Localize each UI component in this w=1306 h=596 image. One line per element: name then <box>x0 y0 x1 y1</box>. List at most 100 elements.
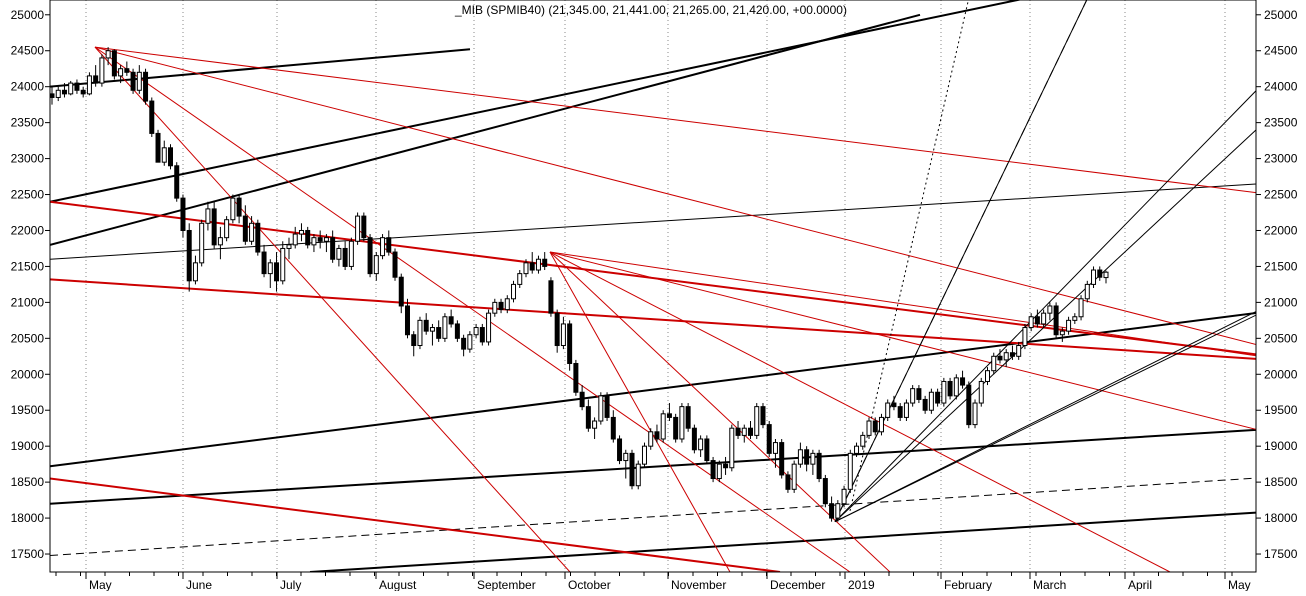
candle <box>704 435 710 465</box>
candle <box>517 270 523 288</box>
candle-body <box>298 229 304 235</box>
y-tick-label-left: 17500 <box>11 547 45 561</box>
candle-body <box>922 398 928 411</box>
candle-body <box>754 406 760 436</box>
candle <box>1066 316 1072 335</box>
candle-body <box>167 147 173 167</box>
candle <box>93 65 99 87</box>
candle-body <box>997 355 1003 361</box>
candle <box>454 320 460 342</box>
red-trendline <box>94 46 851 572</box>
candle <box>211 201 217 249</box>
y-tick-label-left: 20500 <box>11 331 45 345</box>
candle-body <box>535 258 541 271</box>
candle-body <box>404 305 410 336</box>
candle-body <box>785 474 791 490</box>
candle <box>404 298 410 339</box>
candle-body <box>111 50 117 77</box>
candle <box>1028 313 1034 332</box>
candle-body <box>205 208 211 224</box>
candle <box>55 86 61 102</box>
y-tick-label-right: 22000 <box>1264 223 1298 237</box>
candle <box>199 219 205 267</box>
y-tick-label-left: 22500 <box>11 188 45 202</box>
candle-body <box>685 406 691 429</box>
candle <box>1003 349 1009 368</box>
red-trendline <box>549 251 1171 572</box>
candle <box>766 421 772 457</box>
candle <box>548 277 554 317</box>
candle <box>872 417 878 436</box>
candle-body <box>766 424 772 454</box>
candle-body <box>716 463 722 480</box>
candle <box>567 320 573 371</box>
candle <box>729 424 735 472</box>
candle <box>186 223 192 292</box>
candle <box>741 424 747 443</box>
candle-body <box>648 431 654 447</box>
candle-body <box>180 197 186 231</box>
red-trendline <box>50 477 781 572</box>
candle <box>261 244 267 278</box>
candle-body <box>486 312 492 343</box>
candle <box>910 385 916 407</box>
candle-body <box>972 402 978 426</box>
candle <box>298 223 304 242</box>
candle-body <box>192 262 198 282</box>
candle <box>498 298 504 314</box>
candle <box>585 399 591 432</box>
x-tick-label: October <box>568 578 611 591</box>
candle-body <box>903 402 909 418</box>
candle-body <box>723 463 729 469</box>
candle-body <box>978 380 984 404</box>
candle <box>448 309 454 328</box>
candle-body <box>74 82 80 91</box>
candle-body <box>386 237 392 253</box>
candle-body <box>217 237 223 246</box>
candle <box>74 79 80 94</box>
candle-body <box>1034 316 1040 325</box>
y-tick-label-right: 22500 <box>1264 188 1298 202</box>
candle-body <box>479 327 485 343</box>
candle-body <box>960 377 966 386</box>
candle <box>429 323 435 346</box>
y-tick-label-right: 18000 <box>1264 511 1298 525</box>
black-trendline <box>834 314 1256 523</box>
black-trendline <box>50 183 1256 260</box>
candle <box>1072 313 1078 324</box>
candle <box>735 421 741 439</box>
candle-body <box>872 420 878 433</box>
candle-body <box>1047 305 1053 314</box>
black-trendline <box>834 129 1256 523</box>
y-tick-label-left: 18500 <box>11 475 45 489</box>
candle <box>511 280 517 303</box>
candle-body <box>292 233 298 246</box>
candle <box>149 97 155 138</box>
candle <box>978 377 984 407</box>
y-tick-label-left: 24000 <box>11 80 45 94</box>
black-trendline <box>50 477 1256 556</box>
candle <box>130 68 136 94</box>
red-trendline <box>94 46 1256 194</box>
candle-body <box>55 89 61 98</box>
candle <box>573 359 579 396</box>
candle <box>617 435 623 465</box>
candle <box>124 61 130 76</box>
black-trendline <box>849 0 969 511</box>
candle-body <box>305 229 311 246</box>
candle <box>685 403 691 432</box>
candle <box>748 421 754 439</box>
chart-title: _MIB (SPMIB40) (21,345.00, 21,441.00, 21… <box>454 3 847 17</box>
black-trendline <box>834 0 1088 522</box>
candle-body <box>373 255 379 275</box>
candle <box>854 442 860 457</box>
candle-body <box>80 89 86 95</box>
candle-body <box>199 222 205 264</box>
candle-body <box>286 244 292 249</box>
y-tick-label-left: 25000 <box>11 8 45 22</box>
black-trendline <box>50 311 1256 468</box>
y-tick-label-left: 23500 <box>11 116 45 130</box>
candle <box>392 248 398 281</box>
candle-body <box>673 416 679 440</box>
candle <box>629 449 635 490</box>
